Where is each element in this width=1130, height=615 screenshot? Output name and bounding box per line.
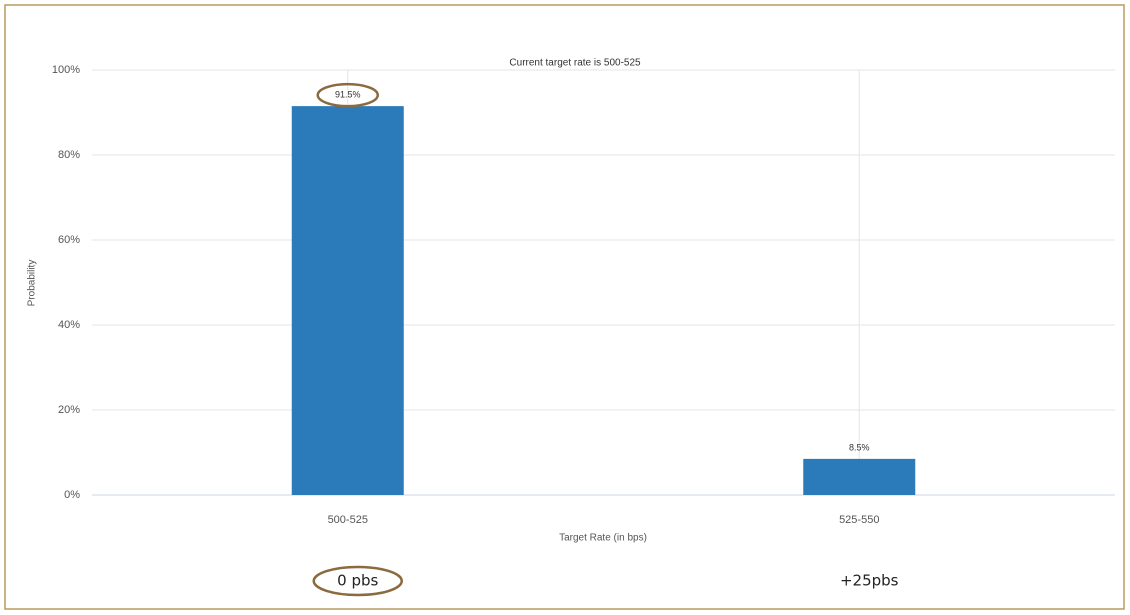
- highlight-oval: [316, 82, 379, 108]
- y-axis-label: Probability: [27, 260, 38, 307]
- data-label: 91.5%: [335, 90, 361, 100]
- frame: [4, 4, 1125, 610]
- annotation: 0 pbs: [337, 572, 378, 590]
- y-tick-label: 40%: [58, 319, 80, 331]
- y-tick-label: 60%: [58, 234, 80, 246]
- bar: [803, 458, 916, 495]
- x-tick-label: 500-525: [328, 514, 368, 526]
- bar: [291, 106, 404, 495]
- x-axis-label: Target Rate (in bps): [559, 533, 647, 544]
- highlight-oval: [312, 565, 403, 597]
- y-tick-label: 100%: [52, 64, 80, 76]
- y-tick-label: 80%: [58, 149, 80, 161]
- data-label: 8.5%: [849, 442, 870, 452]
- y-tick-label: 20%: [58, 404, 80, 416]
- annotation: +25pbs: [840, 572, 899, 590]
- y-tick-label: 0%: [64, 489, 80, 501]
- x-tick-label: 525-550: [839, 514, 879, 526]
- chart-title: Current target rate is 500-525: [509, 58, 641, 69]
